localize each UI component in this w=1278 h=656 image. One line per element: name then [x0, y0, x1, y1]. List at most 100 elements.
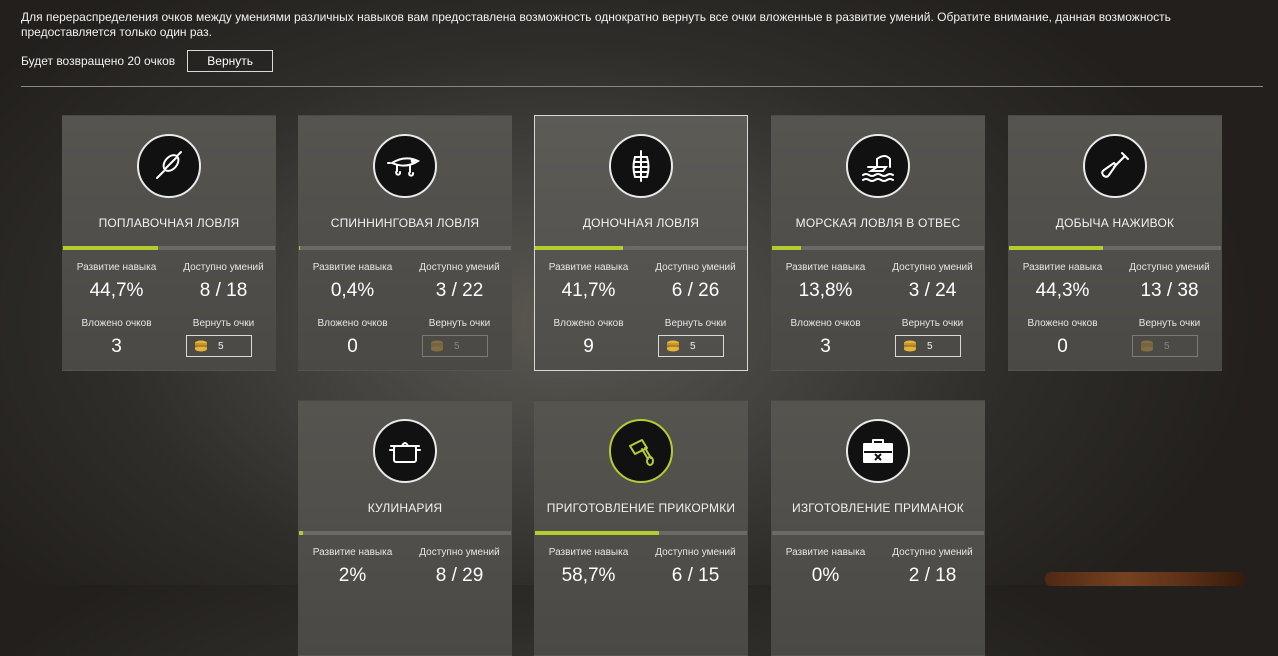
coin-icon [431, 340, 443, 352]
skill-progress-bar [772, 531, 984, 535]
skill-title: ИЗГОТОВЛЕНИЕ ПРИМАНОК [792, 501, 964, 515]
sea-boat-fishing-icon [846, 134, 910, 198]
progress-label: Развитие навыка [548, 547, 629, 558]
available-value: 6 / 15 [671, 565, 720, 586]
invested-label: Вложено очков [790, 318, 861, 329]
invested-value: 9 [583, 336, 594, 357]
invested-value: 0 [1057, 336, 1068, 357]
progress-value: 44,7% [89, 280, 144, 301]
refund-skill-button[interactable]: 5 [895, 335, 961, 357]
progress-value: 41,7% [561, 280, 616, 301]
float-bobber-icon [137, 134, 201, 198]
refund-label: Вернуть очки [1138, 318, 1201, 329]
coin-icon [904, 340, 916, 352]
skill-card-lure-making[interactable]: ИЗГОТОВЛЕНИЕ ПРИМАНОК Развитие навыка До… [771, 400, 985, 656]
skill-title: МОРСКАЯ ЛОВЛЯ В ОТВЕС [795, 216, 961, 230]
skill-progress-fill [772, 246, 802, 250]
invested-value: 0 [347, 336, 358, 357]
skill-progress-fill [535, 246, 624, 250]
shovel-icon [1083, 134, 1147, 198]
skill-card-sea-fishing[interactable]: МОРСКАЯ ЛОВЛЯ В ОТВЕС Развитие навыка До… [771, 115, 985, 371]
skill-title: ПРИГОТОВЛЕНИЕ ПРИКОРМКИ [546, 501, 736, 515]
available-value: 6 / 26 [671, 280, 720, 301]
available-value: 8 / 18 [199, 280, 248, 301]
progress-value: 44,3% [1035, 280, 1090, 301]
skill-card-float-fishing[interactable]: ПОПЛАВОЧНАЯ ЛОВЛЯ Развитие навыка Доступ… [62, 115, 276, 371]
refund-skill-button[interactable]: 5 [186, 335, 252, 357]
invested-value: 3 [820, 336, 831, 357]
available-value: 2 / 18 [908, 565, 957, 586]
available-label: Доступно умений [183, 262, 264, 273]
progress-label: Развитие навыка [548, 262, 629, 273]
refund-skill-button[interactable]: 5 [658, 335, 724, 357]
refund-skill-button[interactable]: 5 [1132, 335, 1198, 357]
available-label: Доступно умений [1129, 262, 1210, 273]
skill-progress-bar [63, 246, 275, 250]
skill-progress-fill [63, 246, 158, 250]
refund-label: Вернуть очки [428, 318, 491, 329]
divider [21, 86, 1263, 87]
skill-progress-bar [772, 246, 984, 250]
invested-value: 3 [111, 336, 122, 357]
progress-value: 58,7% [561, 565, 616, 586]
refund-cost: 5 [927, 340, 933, 352]
available-value: 3 / 22 [435, 280, 484, 301]
progress-label: Развитие навыка [785, 262, 866, 273]
available-value: 8 / 29 [435, 565, 484, 586]
coin-icon [195, 340, 207, 352]
refund-all-button[interactable]: Вернуть [187, 50, 274, 72]
available-label: Доступно умений [419, 547, 500, 558]
skill-card-spinning[interactable]: СПИННИНГОВАЯ ЛОВЛЯ Развитие навыка Досту… [298, 115, 512, 371]
notice-text: Для перераспределения очков между умения… [21, 10, 1171, 39]
skill-title: КУЛИНАРИЯ [367, 501, 443, 515]
progress-label: Развитие навыка [785, 547, 866, 558]
refund-skill-button[interactable]: 5 [422, 335, 488, 357]
lure-wobbler-icon [373, 134, 437, 198]
refund-row: Будет возвращено 20 очков Вернуть [21, 50, 274, 72]
progress-label: Развитие навыка [312, 262, 393, 273]
progress-label: Развитие навыка [76, 262, 157, 273]
skill-title: ДОНОЧНАЯ ЛОВЛЯ [582, 216, 700, 230]
refund-cost: 5 [218, 340, 224, 352]
skill-progress-bar [299, 531, 511, 535]
skill-progress-bar [299, 246, 511, 250]
refund-cost: 5 [690, 340, 696, 352]
skill-title: ДОБЫЧА НАЖИВОК [1055, 216, 1175, 230]
redaction-scribble [1045, 572, 1245, 586]
invested-label: Вложено очков [553, 318, 624, 329]
coin-icon [667, 340, 679, 352]
cooking-pot-icon [373, 419, 437, 483]
refund-cost: 5 [454, 340, 460, 352]
skill-progress-fill [299, 246, 300, 250]
refund-label: Вернуть очки [901, 318, 964, 329]
skill-progress-bar [1009, 246, 1221, 250]
progress-value: 0,4% [330, 280, 375, 301]
refund-cost: 5 [1164, 340, 1170, 352]
toolbox-icon [846, 419, 910, 483]
coin-icon [1141, 340, 1153, 352]
available-value: 13 / 38 [1140, 280, 1199, 301]
invested-label: Вложено очков [317, 318, 388, 329]
skill-card-groundbait[interactable]: ПРИГОТОВЛЕНИЕ ПРИКОРМКИ Развитие навыка … [534, 400, 748, 656]
available-label: Доступно умений [419, 262, 500, 273]
skill-card-bottom-fishing[interactable]: ДОНОЧНАЯ ЛОВЛЯ Развитие навыка Доступно … [534, 115, 748, 371]
invested-label: Вложено очков [81, 318, 152, 329]
skill-card-bait-digging[interactable]: ДОБЫЧА НАЖИВОК Развитие навыка Доступно … [1008, 115, 1222, 371]
skill-progress-fill [299, 531, 304, 535]
skill-card-cooking[interactable]: КУЛИНАРИЯ Развитие навыка Доступно умени… [298, 400, 512, 656]
available-label: Доступно умений [655, 262, 736, 273]
feeder-cage-icon [609, 134, 673, 198]
available-label: Доступно умений [655, 547, 736, 558]
available-label: Доступно умений [892, 547, 973, 558]
progress-value: 2% [338, 565, 367, 586]
available-label: Доступно умений [892, 262, 973, 273]
refund-label: Вернуть очки [192, 318, 255, 329]
mixer-icon [609, 419, 673, 483]
refund-points-text: Будет возвращено 20 очков [21, 54, 176, 68]
progress-value: 13,8% [798, 280, 853, 301]
skill-title: СПИННИНГОВАЯ ЛОВЛЯ [330, 216, 480, 230]
skill-progress-bar [535, 246, 747, 250]
skill-progress-fill [535, 531, 660, 535]
skill-progress-bar [535, 531, 747, 535]
skill-progress-fill [1009, 246, 1103, 250]
